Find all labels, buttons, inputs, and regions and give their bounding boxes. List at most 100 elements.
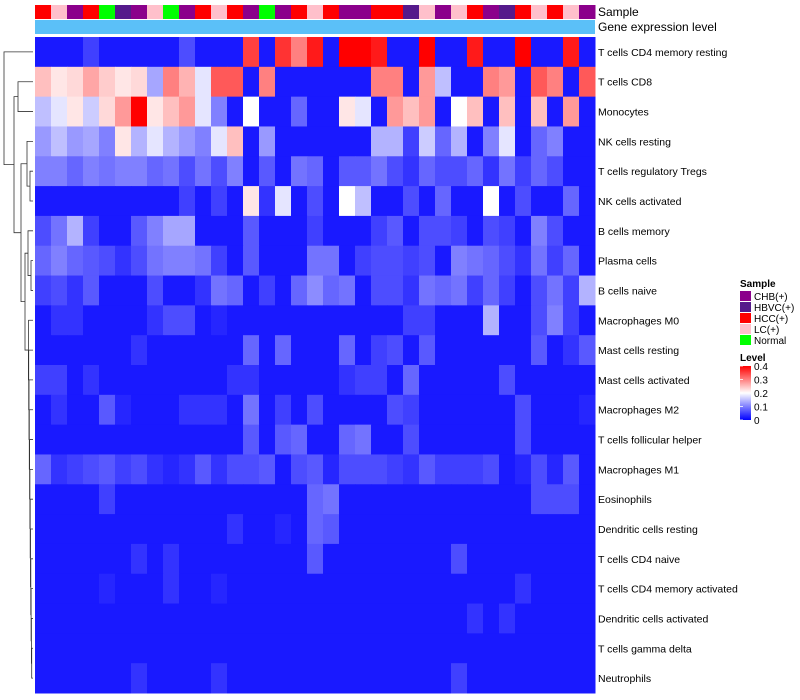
- heatmap-cell: [275, 245, 292, 277]
- row-label: T cells CD4 memory resting: [598, 47, 727, 59]
- heatmap-cell: [467, 365, 484, 396]
- row-label: Macrophages M0: [598, 315, 679, 327]
- heatmap-cell: [259, 394, 276, 426]
- sample-annotation-cell: [147, 5, 164, 19]
- heatmap-cell: [227, 633, 244, 664]
- sample-annotation-cell: [531, 5, 548, 19]
- heatmap-cell: [275, 126, 292, 157]
- heatmap-cell: [563, 633, 580, 664]
- heatmap-cell: [275, 394, 292, 426]
- heatmap-cell: [483, 335, 500, 366]
- heatmap-cell: [531, 335, 548, 366]
- heatmap-cell: [531, 37, 548, 68]
- heatmap-cell: [195, 126, 212, 157]
- heatmap-cell: [355, 603, 372, 634]
- heatmap-cell: [499, 454, 516, 485]
- heatmap-cell: [499, 96, 516, 127]
- heatmap-cell: [467, 126, 484, 157]
- heatmap-cell: [483, 603, 500, 634]
- heatmap-cell: [227, 245, 244, 277]
- heatmap-cell: [307, 454, 324, 485]
- heatmap-cell: [275, 66, 292, 98]
- heatmap-cell: [403, 245, 420, 277]
- heatmap-cell: [451, 37, 468, 68]
- heatmap-cell: [99, 37, 116, 68]
- heatmap-cell: [83, 126, 100, 157]
- heatmap-cell: [259, 335, 276, 366]
- dendrogram-branch: [3, 51, 33, 166]
- heatmap-cell: [243, 186, 260, 217]
- heatmap-cell: [291, 603, 308, 634]
- heatmap-cell: [387, 394, 404, 426]
- heatmap-cell: [451, 424, 468, 455]
- heatmap-cell: [227, 365, 244, 396]
- heatmap-cell: [387, 37, 404, 68]
- heatmap-cell: [355, 156, 372, 187]
- heatmap-cell: [291, 394, 308, 426]
- sample-annotation-cell: [99, 5, 116, 19]
- heatmap-cell: [211, 573, 228, 605]
- heatmap-cell: [83, 215, 100, 247]
- heatmap-cell: [563, 275, 580, 306]
- heatmap-cell: [419, 275, 436, 306]
- heatmap-cell: [195, 454, 212, 485]
- heatmap-cell: [563, 37, 580, 68]
- heatmap-cell: [259, 186, 276, 217]
- heatmap-cell: [227, 275, 244, 306]
- row-label: Mast cells activated: [598, 375, 690, 387]
- heatmap-cell: [435, 514, 452, 545]
- heatmap-cell: [467, 335, 484, 366]
- heatmap-cell: [51, 215, 68, 247]
- heatmap-cell: [451, 454, 468, 485]
- level-tick-label: 0.3: [754, 376, 768, 387]
- heatmap-cell: [547, 275, 564, 306]
- heatmap-cell: [515, 543, 532, 575]
- heatmap-cell: [563, 454, 580, 485]
- level-legend-title: Level: [740, 353, 766, 364]
- heatmap-cell: [547, 573, 564, 605]
- heatmap-cell: [419, 305, 436, 336]
- heatmap-cell: [131, 365, 148, 396]
- heatmap-cell: [323, 66, 340, 98]
- heatmap-cell: [67, 305, 84, 336]
- heatmap-cell: [483, 96, 500, 127]
- heatmap-cell: [435, 633, 452, 664]
- heatmap-cell: [131, 305, 148, 336]
- heatmap-cell: [499, 66, 516, 98]
- heatmap-cell: [355, 543, 372, 575]
- heatmap-cell: [83, 454, 100, 485]
- sample-annotation-cell: [387, 5, 404, 19]
- sample-annotation-cell: [339, 5, 356, 19]
- heatmap-cell: [195, 365, 212, 396]
- heatmap-cell: [387, 424, 404, 455]
- heatmap-cell: [435, 215, 452, 247]
- heatmap-cell: [131, 335, 148, 366]
- heatmap-cell: [499, 335, 516, 366]
- heatmap-cell: [51, 484, 68, 515]
- heatmap-cell: [83, 37, 100, 68]
- heatmap-cell: [339, 245, 356, 277]
- heatmap-cell: [35, 603, 52, 634]
- heatmap-cell: [291, 573, 308, 605]
- heatmap-cell: [371, 454, 388, 485]
- heatmap-cell: [163, 156, 180, 187]
- heatmap-cell: [243, 215, 260, 247]
- heatmap-cell: [467, 37, 484, 68]
- heatmap-cell: [435, 186, 452, 217]
- dendrogram-branch: [13, 96, 21, 234]
- heatmap-cell: [579, 663, 596, 694]
- sample-legend: Sample CHB(+)HBVC(+)HCC(+)LC(+)Normal: [740, 279, 794, 347]
- heatmap-cell: [131, 245, 148, 277]
- heatmap-cell: [67, 275, 84, 306]
- heatmap-cell: [35, 663, 52, 694]
- heatmap-cell: [35, 275, 52, 306]
- heatmap-cell: [339, 275, 356, 306]
- heatmap-cell: [499, 126, 516, 157]
- heatmap-cell: [483, 484, 500, 515]
- heatmap-cell: [147, 394, 164, 426]
- heatmap-cell: [499, 663, 516, 694]
- heatmap-cell: [211, 126, 228, 157]
- heatmap-cell: [131, 37, 148, 68]
- heatmap-cell: [467, 66, 484, 98]
